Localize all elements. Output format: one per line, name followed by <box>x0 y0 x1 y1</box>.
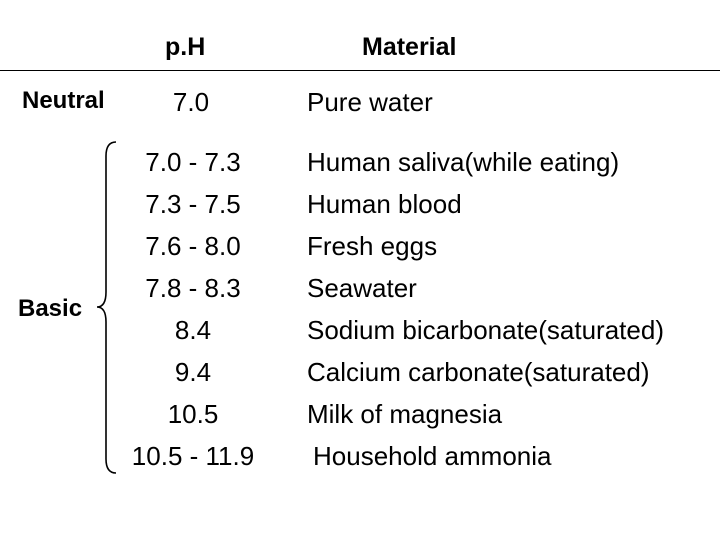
basic-ph-value: 7.0 - 7.3 <box>145 147 241 177</box>
neutral-label: Neutral <box>22 87 105 114</box>
material-column-header: Material <box>362 33 457 61</box>
basic-material: Sodium bicarbonate(saturated) <box>307 315 664 345</box>
neutral-material: Pure water <box>307 87 433 117</box>
basic-material: Human blood <box>307 189 462 219</box>
basic-material: Fresh eggs <box>307 231 438 261</box>
header-divider <box>0 70 720 71</box>
basic-ph-value: 8.4 <box>174 315 212 345</box>
basic-material: Human saliva(while eating) <box>307 147 620 177</box>
basic-material: Milk of magnesia <box>307 399 503 429</box>
ph-column-header: p.H <box>165 33 206 61</box>
basic-material: Calcium carbonate(saturated) <box>307 357 650 387</box>
basic-ph-value: 7.6 - 8.0 <box>145 231 241 261</box>
basic-ph-value: 7.8 - 8.3 <box>145 273 241 303</box>
basic-ph-value: 10.5 <box>167 399 219 429</box>
basic-material: Household ammonia <box>313 441 552 471</box>
neutral-ph: 7.0 <box>172 87 210 117</box>
basic-group-brace <box>96 141 117 474</box>
basic-ph-value: 9.4 <box>174 357 212 387</box>
basic-ph-value: 10.5 - 11.9 <box>131 441 255 471</box>
basic-material: Seawater <box>307 273 417 303</box>
basic-ph-value: 7.3 - 7.5 <box>145 189 241 219</box>
basic-label: Basic <box>18 295 83 322</box>
